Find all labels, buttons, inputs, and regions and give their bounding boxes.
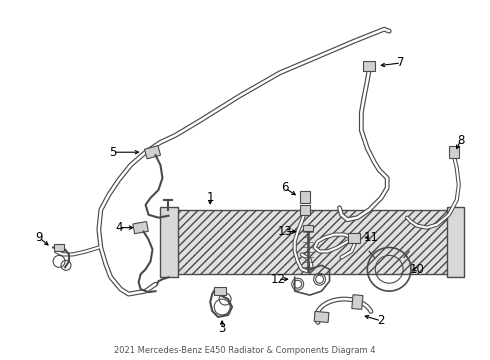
Bar: [133, 221, 148, 234]
Text: 5: 5: [109, 146, 117, 159]
Bar: [145, 146, 161, 159]
Bar: [300, 191, 310, 203]
Bar: [363, 61, 375, 71]
Text: 2: 2: [377, 314, 385, 327]
Bar: [54, 244, 64, 251]
Polygon shape: [161, 207, 178, 277]
Text: 7: 7: [397, 57, 405, 69]
Polygon shape: [175, 210, 449, 274]
Bar: [449, 146, 459, 158]
Text: 11: 11: [364, 231, 379, 244]
Bar: [352, 295, 363, 309]
Bar: [300, 205, 310, 215]
Text: 6: 6: [281, 181, 289, 194]
Bar: [214, 287, 226, 295]
Bar: [348, 233, 360, 243]
Text: 12: 12: [270, 273, 285, 286]
Text: 13: 13: [277, 225, 292, 238]
Text: 2021 Mercedes-Benz E450 Radiator & Components Diagram 4: 2021 Mercedes-Benz E450 Radiator & Compo…: [114, 346, 376, 355]
Text: 10: 10: [410, 263, 424, 276]
Text: 8: 8: [457, 134, 465, 147]
Text: 3: 3: [219, 322, 226, 336]
Bar: [314, 311, 329, 323]
Text: 9: 9: [35, 231, 43, 244]
Bar: [303, 225, 313, 231]
Text: 1: 1: [206, 192, 214, 204]
Polygon shape: [447, 207, 464, 277]
Text: 4: 4: [115, 221, 122, 234]
